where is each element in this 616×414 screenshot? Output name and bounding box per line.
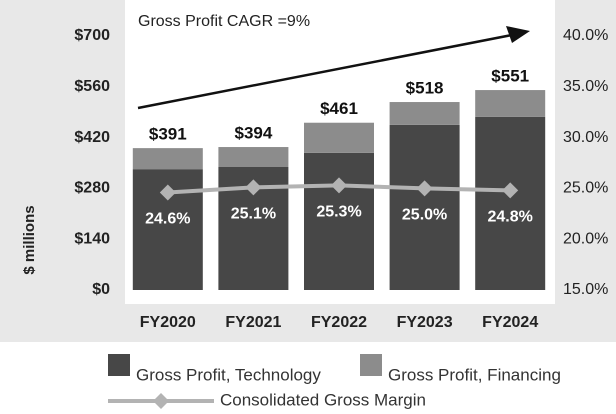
x-tick-label: FY2023 bbox=[397, 314, 453, 331]
right-panel bbox=[555, 0, 616, 342]
margin-marker bbox=[331, 177, 347, 194]
total-label: $461 bbox=[320, 99, 358, 118]
total-label: $394 bbox=[234, 124, 272, 143]
total-label: $551 bbox=[491, 67, 529, 86]
y-tick-label: $280 bbox=[74, 180, 110, 197]
bar-segment bbox=[475, 90, 546, 117]
legend-label: Consolidated Gross Margin bbox=[220, 390, 426, 409]
y2-tick-label: 25.0% bbox=[563, 180, 608, 197]
margin-marker bbox=[502, 182, 519, 199]
category-strip bbox=[125, 304, 555, 342]
margin-marker bbox=[416, 180, 433, 197]
y2-tick-label: 20.0% bbox=[563, 230, 608, 247]
margin-marker bbox=[159, 184, 176, 201]
x-tick-label: FY2021 bbox=[225, 314, 281, 331]
legend-marker bbox=[153, 393, 169, 409]
margin-label: 25.0% bbox=[402, 207, 447, 224]
bar-segment bbox=[389, 124, 460, 291]
left-panel bbox=[0, 0, 125, 342]
legend-swatch bbox=[108, 354, 130, 376]
margin-label: 25.1% bbox=[231, 206, 276, 223]
margin-label: 24.6% bbox=[145, 211, 190, 228]
x-tick-label: FY2024 bbox=[482, 314, 538, 331]
y2-tick-label: 40.0% bbox=[563, 27, 608, 44]
bar-segment bbox=[132, 148, 203, 170]
legend-swatch bbox=[360, 354, 382, 376]
bar-segment bbox=[304, 152, 374, 290]
total-label: $518 bbox=[406, 79, 444, 98]
cagr-arrow bbox=[137, 33, 513, 110]
legend-label: Gross Profit, Financing bbox=[388, 365, 561, 384]
y2-tick-label: 15.0% bbox=[563, 281, 608, 298]
y2-tick-label: 35.0% bbox=[563, 78, 608, 95]
annotation: Gross Profit CAGR =9% bbox=[138, 13, 310, 30]
y-tick-label: $0 bbox=[92, 281, 110, 298]
legend-label: Gross Profit, Technology bbox=[136, 365, 321, 384]
x-tick-label: FY2022 bbox=[311, 314, 367, 331]
y-tick-label: $140 bbox=[74, 230, 110, 247]
arrow-head bbox=[506, 26, 530, 43]
margin-label: 25.3% bbox=[316, 204, 361, 221]
margin-label: 24.8% bbox=[488, 209, 533, 226]
y-axis-label: $ millions bbox=[21, 205, 38, 274]
bar-segment bbox=[218, 147, 289, 167]
margin-marker bbox=[245, 179, 262, 196]
y2-tick-label: 30.0% bbox=[563, 129, 608, 146]
bar-segment bbox=[304, 122, 374, 153]
bar-segment bbox=[389, 102, 460, 125]
y-tick-label: $420 bbox=[74, 129, 110, 146]
total-label: $391 bbox=[149, 125, 187, 144]
y-tick-label: $560 bbox=[74, 78, 110, 95]
bar-segment bbox=[475, 116, 546, 290]
y-tick-label: $700 bbox=[74, 27, 110, 44]
x-tick-label: FY2020 bbox=[140, 314, 196, 331]
